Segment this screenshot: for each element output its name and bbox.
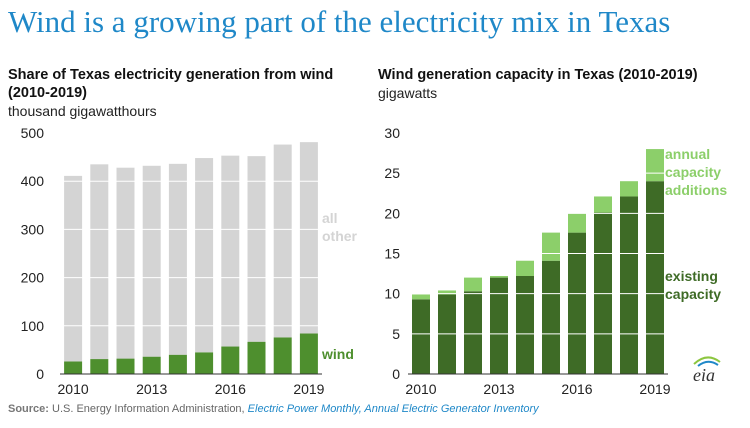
bar-all-other-2014 [168, 163, 187, 355]
x-tick-label: 2016 [561, 381, 592, 397]
annotation-existing-capacity: capacity [665, 286, 721, 302]
bar-annual-capacity-additions-2016 [568, 213, 586, 233]
y-tick-label: 20 [384, 205, 400, 221]
y-tick-label: 15 [384, 246, 400, 262]
annotation-existing-capacity: existing [665, 268, 718, 284]
bar-annual-capacity-additions-2013 [490, 275, 508, 278]
x-tick-label: 2013 [136, 381, 167, 397]
right-chart-title: Wind generation capacity in Texas (2010-… [378, 67, 698, 83]
bar-annual-capacity-additions-2018 [620, 181, 638, 197]
bar-wind-2013 [142, 356, 161, 374]
bar-annual-capacity-additions-2017 [594, 196, 612, 213]
y-tick-label: 100 [21, 318, 45, 334]
bar-annual-capacity-additions-2011 [438, 290, 456, 295]
annotation-annual-capacity-additions: additions [665, 182, 727, 198]
bar-all-other-2012 [116, 167, 135, 359]
bar-wind-2010 [64, 361, 83, 374]
y-tick-label: 25 [384, 165, 400, 181]
x-tick-label: 2013 [483, 381, 514, 397]
bar-all-other-2017 [247, 156, 266, 342]
bar-all-other-2013 [142, 165, 161, 357]
annotation-annual-capacity-additions: annual [665, 146, 710, 162]
x-tick-label: 2010 [405, 381, 436, 397]
y-tick-label: 30 [384, 125, 400, 141]
bar-existing-capacity-2012 [464, 291, 482, 374]
eia-logo-icon [693, 356, 721, 367]
x-tick-label: 2019 [639, 381, 670, 397]
eia-logo-text: eia [693, 365, 715, 385]
bar-annual-capacity-additions-2015 [542, 232, 560, 261]
bar-existing-capacity-2014 [516, 275, 534, 374]
bar-wind-2017 [247, 341, 266, 374]
y-tick-label: 5 [392, 326, 400, 342]
y-tick-label: 400 [21, 173, 45, 189]
source-text: U.S. Energy Information Administration, [48, 403, 248, 415]
bar-all-other-2016 [221, 155, 240, 347]
bar-existing-capacity-2016 [568, 232, 586, 374]
page-title: Wind is a growing part of the electricit… [8, 4, 671, 39]
bar-existing-capacity-2013 [490, 277, 508, 374]
bar-all-other-2019 [299, 142, 318, 334]
y-tick-label: 10 [384, 286, 400, 302]
bar-existing-capacity-2015 [542, 260, 560, 374]
bar-existing-capacity-2019 [646, 181, 664, 374]
bar-all-other-2011 [90, 164, 109, 360]
bar-annual-capacity-additions-2012 [464, 277, 482, 292]
bar-all-other-2018 [273, 144, 292, 338]
annotation-all-other: all [322, 210, 338, 226]
bar-wind-2018 [273, 337, 292, 374]
y-tick-label: 0 [36, 366, 44, 382]
bar-annual-capacity-additions-2019 [646, 149, 664, 182]
bar-wind-2011 [90, 359, 109, 374]
bar-wind-2014 [168, 354, 187, 374]
bar-wind-2015 [195, 352, 214, 374]
bar-wind-2012 [116, 358, 135, 374]
source-label: Source: [8, 403, 49, 415]
bar-wind-2019 [299, 333, 318, 374]
annotation-wind: wind [321, 346, 354, 362]
bar-existing-capacity-2010 [412, 299, 430, 374]
right-chart-unit: gigawatts [378, 85, 438, 101]
bar-annual-capacity-additions-2010 [412, 294, 430, 300]
y-tick-label: 300 [21, 221, 45, 237]
y-tick-label: 200 [21, 270, 45, 286]
annotation-all-other: other [322, 228, 358, 244]
left-chart-title: Share of Texas electricity generation fr… [8, 67, 334, 101]
source-note: Source: U.S. Energy Information Administ… [8, 403, 539, 415]
x-tick-label: 2016 [215, 381, 246, 397]
annotation-annual-capacity-additions: capacity [665, 164, 721, 180]
bar-all-other-2010 [64, 175, 83, 362]
source-refs: Electric Power Monthly, Annual Electric … [247, 403, 539, 415]
bar-all-other-2015 [195, 158, 214, 353]
x-tick-label: 2010 [58, 381, 89, 397]
x-tick-label: 2019 [293, 381, 324, 397]
bar-wind-2016 [221, 346, 240, 374]
y-tick-label: 500 [21, 125, 45, 141]
bar-existing-capacity-2018 [620, 196, 638, 374]
y-tick-label: 0 [392, 366, 400, 382]
left-chart-unit: thousand gigawatthours [8, 103, 157, 119]
bar-annual-capacity-additions-2014 [516, 260, 534, 276]
